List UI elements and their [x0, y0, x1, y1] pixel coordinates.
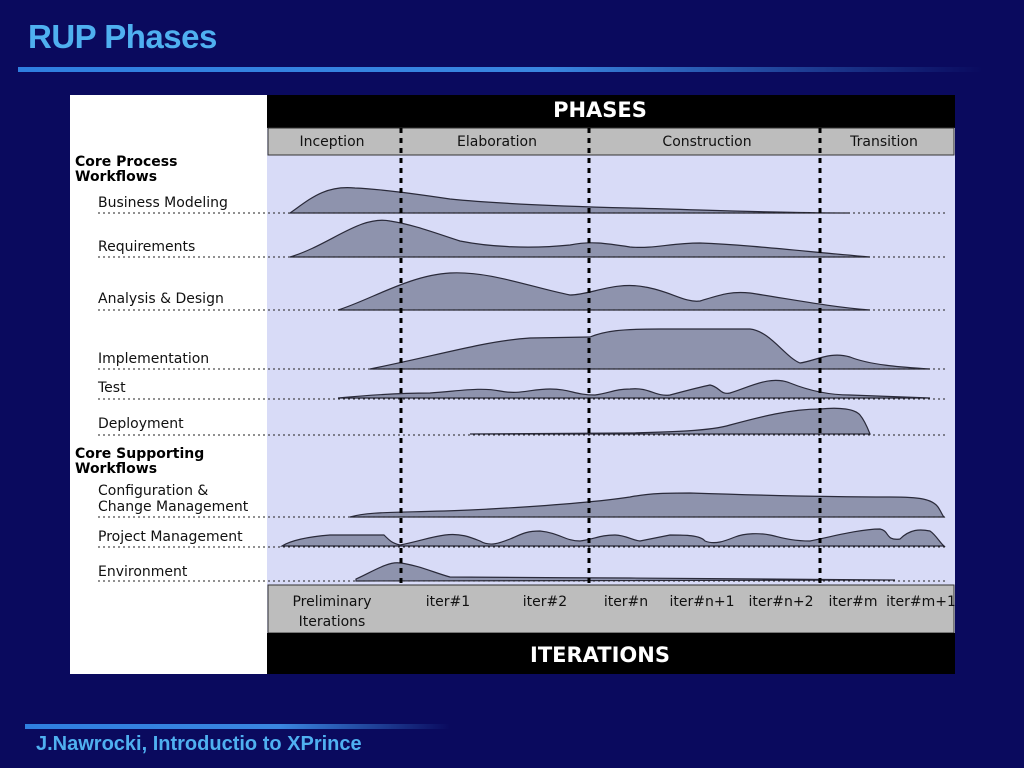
- hump-requirements: [289, 219, 871, 258]
- phase-inception: Inception: [299, 134, 364, 150]
- iteration-m: iter#m: [828, 594, 877, 610]
- group-core-supporting-line1: Core Supporting: [75, 446, 204, 462]
- phases-header: PHASES: [553, 98, 647, 122]
- hump-test: [337, 379, 931, 399]
- hump-analysis-design: [337, 272, 871, 311]
- title-underline: [18, 67, 983, 72]
- iteration-n-plus-2: iter#n+2: [749, 594, 814, 610]
- group-core-supporting-line2: Workflows: [75, 461, 157, 477]
- iteration-n-plus-1: iter#n+1: [670, 594, 735, 610]
- iteration-m-plus-1: iter#m+1: [886, 594, 955, 610]
- hump-deployment: [469, 407, 871, 435]
- footer-text: J.Nawrocki, Introductio to XPrince: [36, 733, 362, 755]
- footer-rule: [25, 724, 450, 729]
- phase-construction: Construction: [662, 134, 751, 150]
- workflow-configuration-line1: Configuration &: [98, 483, 208, 499]
- iteration-2: iter#2: [523, 594, 567, 610]
- phase-elaboration: Elaboration: [457, 134, 537, 150]
- hump-project-management: [279, 528, 946, 547]
- iteration-1: iter#1: [426, 594, 470, 610]
- workflow-implementation: Implementation: [98, 351, 209, 367]
- workflow-requirements: Requirements: [98, 239, 195, 255]
- iteration-preliminary-line2: Iterations: [299, 614, 366, 630]
- row-baselines: [98, 212, 946, 582]
- phase-transition: Transition: [849, 134, 918, 150]
- group-core-process-line1: Core Process: [75, 154, 177, 170]
- workflow-business-modeling: Business Modeling: [98, 195, 228, 211]
- workflow-test: Test: [97, 380, 126, 396]
- iteration-preliminary-line1: Preliminary: [292, 594, 371, 610]
- iterations-header: ITERATIONS: [530, 643, 670, 667]
- hump-implementation: [369, 328, 931, 370]
- workflow-configuration-line2: Change Management: [98, 499, 249, 515]
- phase-bar: [267, 127, 955, 156]
- group-core-process-line2: Workflows: [75, 169, 157, 185]
- phase-separators: [399, 128, 822, 585]
- iteration-n: iter#n: [604, 594, 648, 610]
- workflow-analysis-design: Analysis & Design: [98, 291, 224, 307]
- iterations-header-bar: [267, 633, 955, 674]
- workflow-environment: Environment: [98, 564, 188, 580]
- phases-header-bar: [267, 95, 955, 128]
- hump-business-modeling: [288, 187, 851, 214]
- workflow-deployment: Deployment: [98, 416, 184, 432]
- hump-configuration-change: [349, 492, 946, 518]
- slide-title: RUP Phases: [28, 18, 217, 55]
- iteration-bar: [267, 584, 955, 634]
- rup-diagram: PHASES Inception Elaboration Constructio…: [70, 95, 955, 674]
- workflow-project-management: Project Management: [98, 529, 243, 545]
